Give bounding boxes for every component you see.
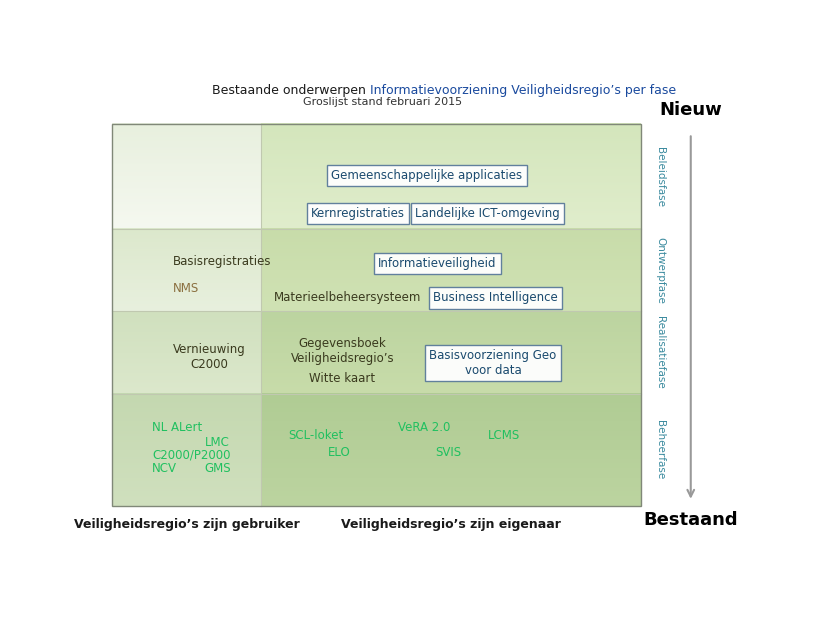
Text: NCV: NCV [152, 462, 177, 474]
Text: Veiligheidsregio’s zijn eigenaar: Veiligheidsregio’s zijn eigenaar [341, 518, 561, 531]
Text: LMC: LMC [205, 436, 229, 449]
Text: LCMS: LCMS [487, 429, 520, 442]
Text: Realisatiefase: Realisatiefase [655, 316, 665, 389]
Text: Business Intelligence: Business Intelligence [433, 291, 558, 304]
Text: Gemeenschappelijke applicaties: Gemeenschappelijke applicaties [331, 169, 523, 182]
Text: Landelijke ICT-omgeving: Landelijke ICT-omgeving [415, 207, 560, 220]
Text: Bestaand: Bestaand [644, 511, 738, 529]
Text: NMS: NMS [173, 282, 200, 295]
FancyBboxPatch shape [261, 124, 641, 229]
Text: VeRA 2.0: VeRA 2.0 [398, 421, 450, 434]
Text: GMS: GMS [205, 462, 232, 474]
FancyBboxPatch shape [113, 124, 261, 229]
Text: Beleidsfase: Beleidsfase [655, 146, 665, 207]
FancyBboxPatch shape [261, 312, 641, 394]
Text: Gegevensboek
Veiligheidsregio’s: Gegevensboek Veiligheidsregio’s [290, 337, 394, 365]
FancyBboxPatch shape [113, 394, 261, 507]
Text: Basisregistraties: Basisregistraties [173, 255, 271, 268]
Text: Witte kaart: Witte kaart [309, 372, 376, 385]
Text: Ontwerpfase: Ontwerpfase [655, 237, 665, 304]
FancyBboxPatch shape [261, 229, 641, 312]
Text: Materieelbeheersysteem: Materieelbeheersysteem [274, 291, 422, 304]
FancyBboxPatch shape [113, 229, 261, 312]
Text: Nieuw: Nieuw [659, 101, 722, 119]
FancyBboxPatch shape [261, 394, 641, 507]
Text: NL ALert: NL ALert [152, 421, 202, 434]
Text: Beheerfase: Beheerfase [655, 420, 665, 479]
Text: Basisvoorziening Geo
voor data: Basisvoorziening Geo voor data [429, 349, 556, 377]
Text: Veiligheidsregio’s zijn gebruiker: Veiligheidsregio’s zijn gebruiker [74, 518, 300, 531]
Text: Informatievoorziening Veiligheidsregio’s per fase: Informatievoorziening Veiligheidsregio’s… [370, 84, 677, 97]
Text: SCL-loket: SCL-loket [289, 429, 344, 442]
Text: C2000/P2000: C2000/P2000 [152, 448, 230, 462]
Text: Kernregistraties: Kernregistraties [312, 207, 405, 220]
Text: SVIS: SVIS [435, 446, 461, 459]
Text: ELO: ELO [328, 446, 351, 459]
Text: Groslijst stand februari 2015: Groslijst stand februari 2015 [303, 97, 463, 107]
Text: Vernieuwing
C2000: Vernieuwing C2000 [173, 343, 246, 371]
FancyBboxPatch shape [113, 312, 261, 394]
Text: Bestaande onderwerpen: Bestaande onderwerpen [212, 84, 370, 97]
Text: Informatieveiligheid: Informatieveiligheid [378, 257, 496, 270]
